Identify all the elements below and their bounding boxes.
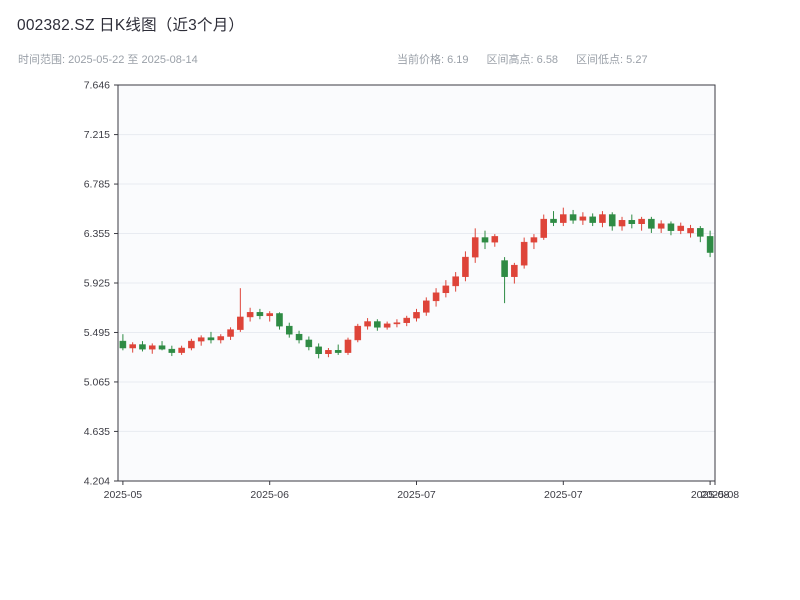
svg-text:5.495: 5.495 [84, 327, 110, 339]
svg-text:7.646: 7.646 [84, 80, 110, 92]
svg-text:5.065: 5.065 [84, 376, 110, 388]
current-price-label: 当前价格: 6.19 [397, 54, 469, 66]
svg-text:7.215: 7.215 [84, 129, 110, 141]
price-summary: 当前价格: 6.19 区间高点: 6.58 区间低点: 5.27 [397, 51, 648, 67]
svg-text:2025-08: 2025-08 [701, 489, 740, 501]
svg-text:4.635: 4.635 [84, 426, 110, 438]
svg-text:4.204: 4.204 [84, 476, 110, 488]
svg-text:6.355: 6.355 [84, 228, 110, 240]
svg-text:2025-07: 2025-07 [544, 489, 583, 501]
svg-text:5.925: 5.925 [84, 278, 110, 290]
svg-text:2025-08: 2025-08 [691, 489, 730, 501]
time-range-label: 时间范围: 2025-05-22 至 2025-08-14 [18, 54, 198, 66]
svg-text:2025-05: 2025-05 [104, 489, 143, 501]
kline-candlestick-chart: 7.646 7.215 6.785 6.355 5.925 5.495 5.065 4.635… [84, 80, 740, 502]
range-high-label: 区间高点: 6.58 [486, 54, 559, 66]
page-title: 002382.SZ 日K线图（近3个月） [17, 17, 245, 34]
svg-text:2025-07: 2025-07 [397, 489, 436, 501]
range-low-label: 区间低点: 5.27 [576, 54, 648, 66]
svg-text:6.785: 6.785 [84, 179, 110, 191]
svg-text:2025-06: 2025-06 [250, 489, 289, 501]
